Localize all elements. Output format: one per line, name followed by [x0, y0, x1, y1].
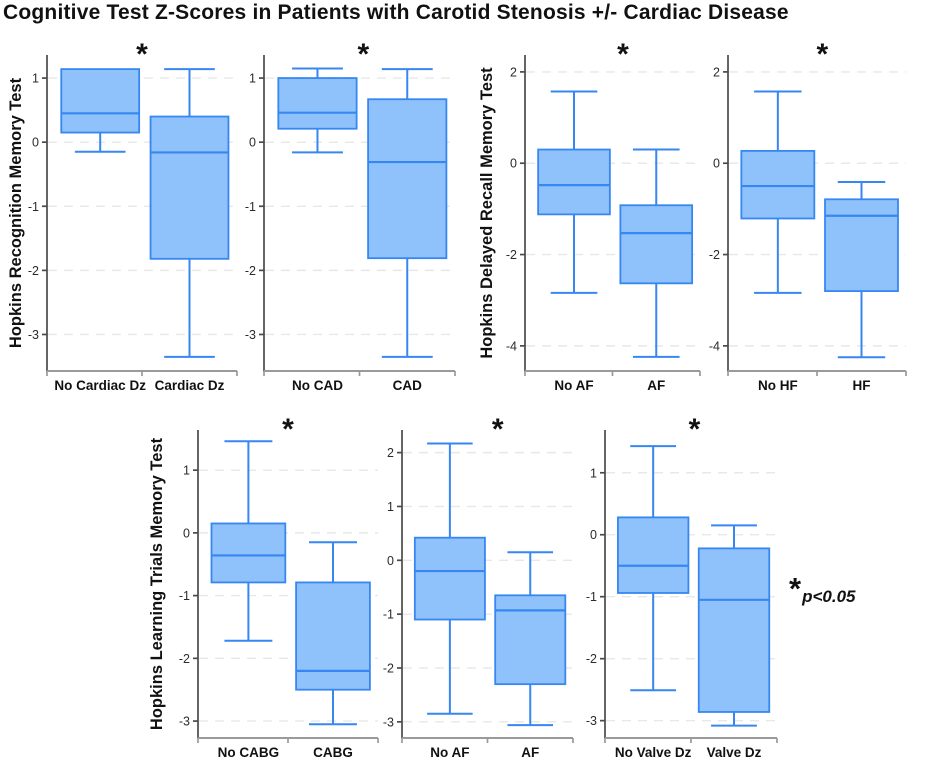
- y-tick-label: -2: [179, 652, 190, 666]
- box: [210, 522, 287, 584]
- y-tick-label: 1: [590, 466, 597, 480]
- x-category-label: No Cardiac Dz: [54, 378, 146, 393]
- box-group: [295, 541, 371, 726]
- significance-asterisk: *: [689, 413, 701, 446]
- significance-asterisk: *: [816, 38, 828, 71]
- y-tick-label: -4: [709, 339, 720, 353]
- box: [367, 98, 448, 260]
- y-tick-label: -3: [586, 714, 597, 728]
- panel-6: No AF AF 2 1 0 -1 -2 -3 *: [383, 413, 574, 760]
- y-tick-label: 2: [713, 65, 720, 79]
- y-tick-label: -2: [709, 248, 720, 262]
- y-axis-title: Hopkins Recognition Memory Test: [7, 77, 25, 348]
- y-tick-label: -4: [506, 339, 517, 353]
- y-tick-label: 1: [183, 464, 190, 478]
- box-group: [740, 90, 816, 294]
- box-group: [367, 68, 448, 358]
- significance-asterisk: *: [282, 413, 294, 446]
- x-category-label: AF: [521, 745, 539, 760]
- y-tick-label: 2: [510, 65, 517, 79]
- y-tick-label: -1: [586, 590, 597, 604]
- y-tick-label: 0: [249, 136, 256, 150]
- panel-7: No Valve Dz Valve Dz 1 0 -1 -2 -3 *: [586, 413, 778, 760]
- box: [149, 115, 230, 260]
- box-group: [617, 445, 690, 692]
- box: [697, 547, 771, 713]
- y-tick-label: 1: [249, 72, 256, 86]
- y-tick-label: -2: [245, 264, 256, 278]
- box: [494, 594, 567, 686]
- box-group: [149, 68, 230, 358]
- significance-asterisk: *: [357, 38, 369, 71]
- box-group: [697, 524, 771, 727]
- y-tick-label: -3: [383, 715, 394, 729]
- significance-note: * p<0.05: [789, 571, 856, 606]
- y-tick-label: -1: [28, 200, 39, 214]
- box-group: [537, 90, 611, 294]
- x-category-label: No HF: [758, 378, 798, 393]
- y-tick-label: -2: [586, 652, 597, 666]
- x-category-label: No CAD: [292, 378, 343, 393]
- x-category-label: CABG: [313, 745, 353, 760]
- y-tick-label: 2: [387, 446, 394, 460]
- panel-3: No AF AF 2 0 -2 -4 * Hopkins Delayed Recall Mem…: [478, 38, 701, 393]
- box-group: [619, 148, 694, 358]
- y-tick-label: -3: [179, 715, 190, 729]
- x-category-label: HF: [853, 378, 871, 393]
- box-group: [277, 67, 358, 154]
- x-category-label: No CABG: [218, 745, 280, 760]
- box: [413, 536, 486, 621]
- panel-1: No Cardiac Dz Cardiac Dz 1 0 -1 -2 -3 * Hopkins …: [7, 38, 238, 393]
- panel-4: No HF HF 2 0 -2 -4 *: [709, 38, 907, 393]
- figure-title: Cognitive Test Z-Scores in Patients with…: [3, 1, 789, 24]
- y-tick-label: -2: [28, 264, 39, 278]
- y-tick-label: -2: [506, 248, 517, 262]
- y-tick-label: 1: [387, 500, 394, 514]
- box: [619, 204, 694, 285]
- y-tick-label: -1: [245, 200, 256, 214]
- asterisk-icon: *: [789, 571, 802, 606]
- panel-5: No CABG CABG 1 0 -1 -2 -3 * Hopkins Learning Tri…: [148, 413, 379, 760]
- y-tick-label: 0: [32, 136, 39, 150]
- x-category-label: AF: [647, 378, 665, 393]
- y-tick-label: 1: [32, 72, 39, 86]
- y-axis-title: Hopkins Delayed Recall Memory Test: [478, 67, 496, 359]
- y-axis-title: Hopkins Learning Trials Memory Test: [148, 437, 166, 730]
- box: [740, 149, 816, 220]
- y-tick-label: -2: [383, 662, 394, 676]
- box-group: [210, 440, 287, 642]
- x-category-label: No Valve Dz: [615, 745, 692, 760]
- x-category-label: Valve Dz: [707, 745, 762, 760]
- y-tick-label: -1: [383, 608, 394, 622]
- significance-asterisk: *: [136, 38, 148, 71]
- box-group: [60, 68, 141, 153]
- box-group: [413, 442, 486, 715]
- box: [60, 68, 141, 134]
- x-category-label: No AF: [430, 745, 469, 760]
- box: [295, 581, 371, 691]
- significance-note-text: p<0.05: [802, 587, 856, 606]
- y-tick-label: 0: [183, 526, 190, 540]
- box-group: [494, 551, 567, 727]
- significance-asterisk: *: [492, 413, 504, 446]
- box: [824, 198, 899, 292]
- box: [537, 148, 611, 216]
- box-group: [824, 180, 899, 359]
- significance-asterisk: *: [617, 38, 629, 71]
- y-tick-label: -1: [179, 589, 190, 603]
- y-tick-label: 0: [387, 554, 394, 568]
- y-tick-label: 0: [590, 528, 597, 542]
- y-tick-label: 0: [510, 157, 517, 171]
- box: [617, 516, 690, 594]
- y-tick-label: 0: [713, 157, 720, 171]
- x-category-label: CAD: [393, 378, 422, 393]
- x-category-label: Cardiac Dz: [155, 378, 225, 393]
- box: [277, 77, 358, 130]
- y-tick-label: -3: [245, 328, 256, 342]
- y-tick-label: -3: [28, 328, 39, 342]
- x-category-label: No AF: [554, 378, 593, 393]
- panel-2: No CAD CAD 1 0 -1 -2 -3 *: [245, 38, 456, 393]
